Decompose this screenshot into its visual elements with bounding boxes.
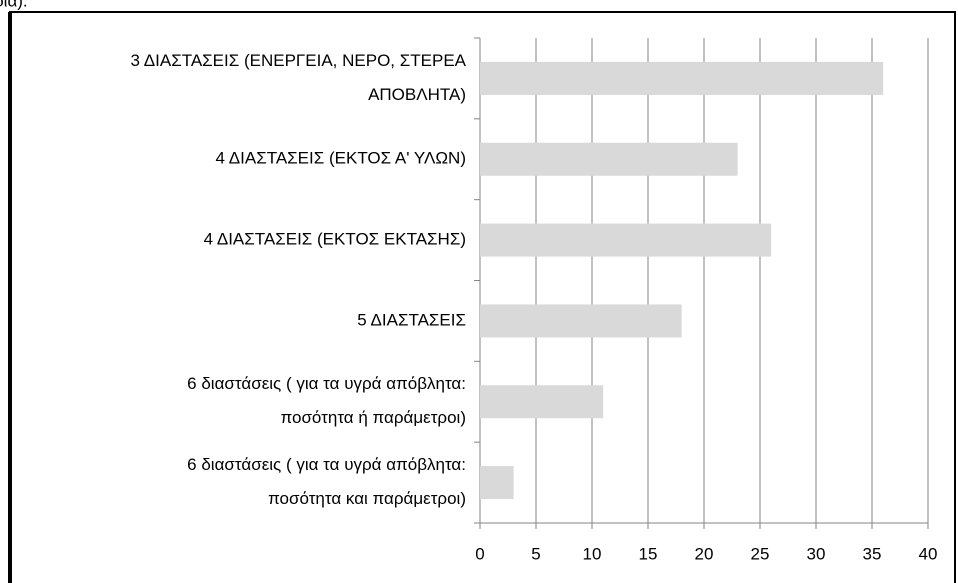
x-tick-label: 20 <box>695 544 714 563</box>
y-tick-label: 6 διαστάσεις ( για τα υγρά απόβλητα: <box>187 455 466 474</box>
x-tick-label: 5 <box>531 544 540 563</box>
x-tick-label: 35 <box>863 544 882 563</box>
x-tick-label: 15 <box>639 544 658 563</box>
caption: ρια). <box>0 0 28 10</box>
y-tick-label: ποσότητα ή παράμετροι) <box>281 408 467 427</box>
x-tick-label: 0 <box>475 544 484 563</box>
y-tick-label: 5 ΔΙΑΣΤΑΣΕΙΣ <box>357 310 466 329</box>
bar <box>480 142 738 176</box>
bar <box>480 466 514 500</box>
y-tick-label: 4 ΔΙΑΣΤΑΣΕΙΣ (ΕΚΤΟΣ ΕΚΤΑΣΗΣ) <box>204 230 466 249</box>
y-tick-label: ποσότητα και παράμετροι) <box>268 489 466 508</box>
x-tick-label: 25 <box>751 544 770 563</box>
bar <box>480 61 884 95</box>
x-tick-label: 10 <box>583 544 602 563</box>
bar <box>480 223 772 257</box>
y-tick-label: 4 ΔΙΑΣΤΑΣΕΙΣ (ΕΚΤΟΣ Α' ΥΛΩΝ) <box>216 149 466 168</box>
x-tick-label: 40 <box>919 544 938 563</box>
y-tick-label: 6 διαστάσεις ( για τα υγρά απόβλητα: <box>187 374 466 393</box>
bar <box>480 385 604 419</box>
y-tick-label: 3 ΔΙΑΣΤΑΣΕΙΣ (ΕΝΕΡΓΕΙΑ, ΝΕΡΟ, ΣΤΕΡΕΑ <box>131 51 467 70</box>
bar <box>480 304 682 338</box>
x-tick-label: 30 <box>807 544 826 563</box>
y-tick-label: ΑΠΟΒΛΗΤΑ) <box>368 85 466 104</box>
